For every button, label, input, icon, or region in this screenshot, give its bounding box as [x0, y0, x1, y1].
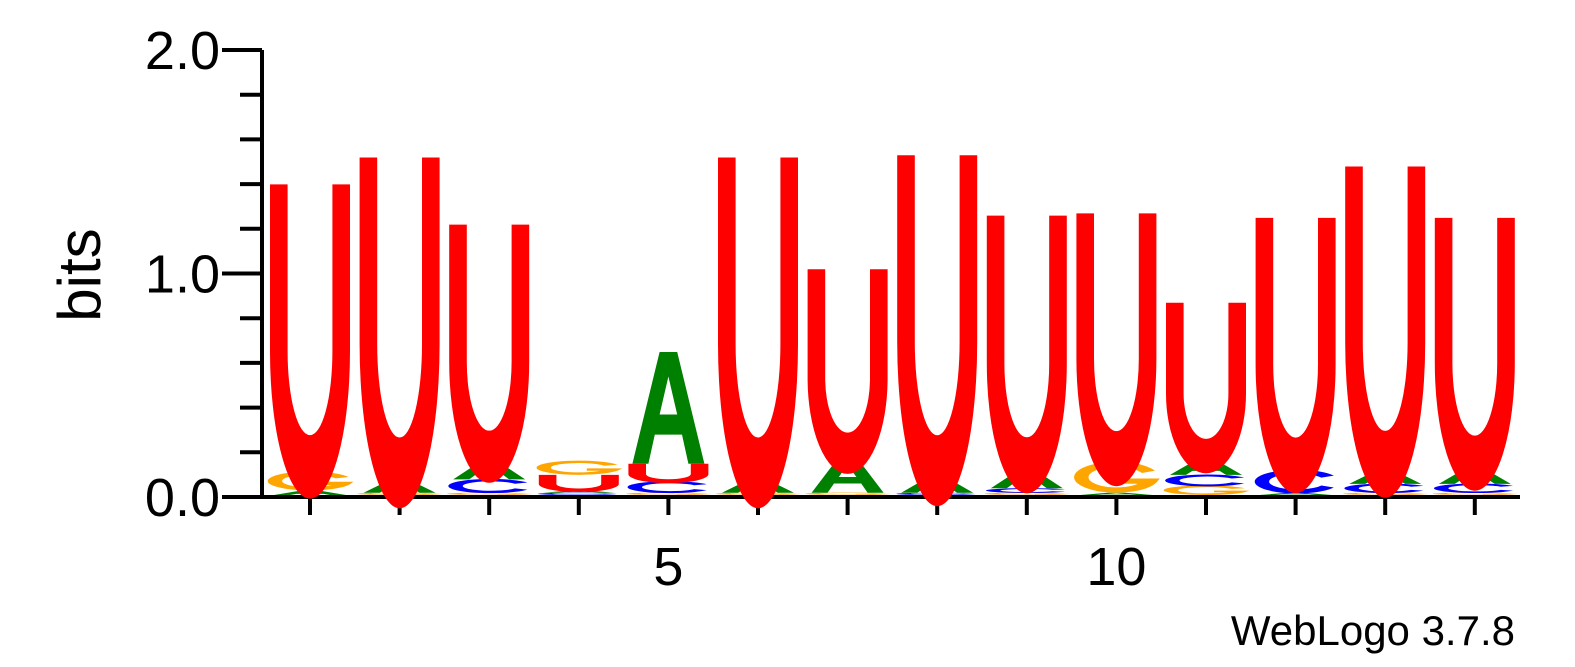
letter-U [538, 474, 619, 492]
logo-column [1163, 302, 1250, 495]
logo-column [357, 157, 444, 509]
letter-A [1080, 492, 1153, 495]
letter-G [1432, 492, 1519, 495]
letter-U [270, 184, 351, 499]
logo-column [626, 351, 712, 495]
letter-U [807, 269, 888, 474]
letter-A [990, 470, 1063, 489]
logo-column [267, 184, 354, 499]
letter-A [453, 461, 526, 480]
logo-column [896, 155, 978, 506]
letter-stacks [267, 155, 1519, 509]
y-axis-label: bits [46, 228, 113, 321]
logo-column [1074, 213, 1160, 495]
axes: 0.0 1.0 2.0 5 10 [145, 21, 1520, 597]
x-tick-label: 5 [653, 537, 683, 597]
letter-U [718, 157, 799, 509]
letter-U [1076, 213, 1157, 487]
letter-C [538, 492, 618, 496]
y-tick-label: 0.0 [145, 468, 220, 528]
y-tick-label: 2.0 [145, 21, 220, 81]
letter-A [542, 490, 615, 493]
letter-U [986, 215, 1067, 494]
letter-C [1433, 483, 1514, 494]
letter-C [986, 488, 1066, 493]
y-tick-label: 1.0 [145, 245, 220, 305]
letter-C [448, 478, 528, 494]
letter-U [628, 463, 709, 484]
letter-U [359, 157, 440, 509]
logo-column [805, 269, 892, 495]
logo-column [984, 215, 1071, 495]
letter-U [1255, 217, 1336, 493]
letter-U [449, 224, 530, 483]
letter-C [627, 481, 707, 494]
letter-A [274, 490, 346, 495]
letter-U [1166, 302, 1247, 474]
logo-column [447, 224, 533, 495]
letter-A [1170, 459, 1242, 475]
letter-G [536, 460, 623, 475]
letter-G [1343, 492, 1429, 495]
letter-G [984, 492, 1071, 495]
letter-A [632, 351, 705, 464]
letter-A [1259, 492, 1332, 495]
letter-G [626, 492, 712, 495]
letter-U [897, 155, 978, 506]
logo-column [1254, 217, 1336, 495]
logo-column [1343, 166, 1429, 498]
letter-A [901, 477, 974, 493]
logo-column [536, 460, 623, 496]
letter-A [811, 457, 884, 493]
letter-C [1165, 474, 1245, 487]
letter-G [805, 492, 892, 495]
letter-G [1163, 485, 1250, 495]
weblogo-version-label: WebLogo 3.7.8 [1231, 607, 1515, 654]
logo-column [715, 157, 802, 509]
logo-column [1432, 217, 1519, 495]
letter-U [1345, 166, 1426, 498]
x-tick-label: 10 [1086, 537, 1146, 597]
letter-A [1438, 468, 1511, 484]
letter-U [1434, 217, 1515, 491]
